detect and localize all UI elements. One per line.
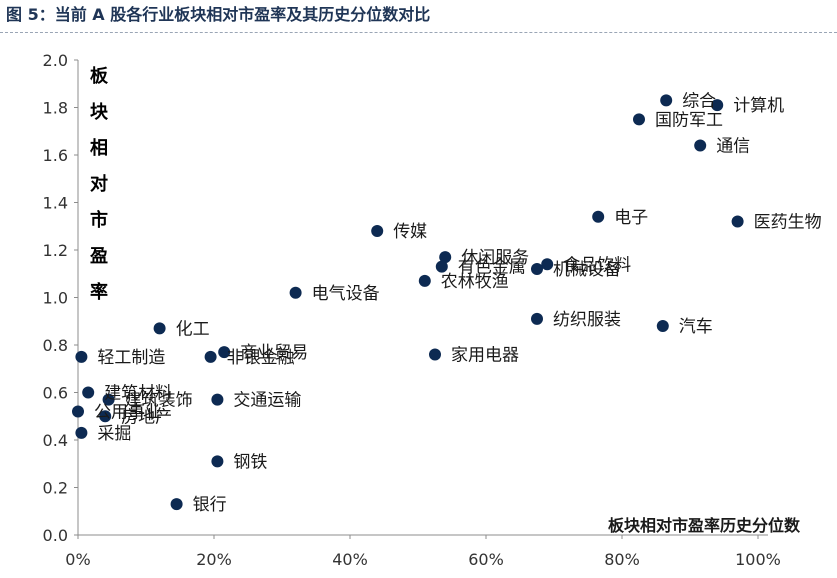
y-axis-label-text: 板块相对市盈率: [89, 65, 109, 303]
point-label: 传媒: [393, 222, 427, 242]
data-point: [72, 405, 84, 418]
data-point: [204, 350, 217, 363]
data-point: [170, 498, 183, 511]
y-tick-label: 0.0: [43, 526, 68, 545]
point-label: 有色金属: [458, 258, 526, 278]
data-point: [102, 393, 115, 406]
point-label: 公用事业: [94, 403, 162, 423]
point-label: 家用电器: [451, 346, 519, 366]
data-point: [541, 258, 554, 271]
y-tick-label: 1.8: [43, 99, 68, 118]
point-label: 电气设备: [312, 284, 380, 304]
x-tick-label: 0%: [65, 550, 90, 569]
point-label: 通信: [716, 137, 750, 157]
data-point: [656, 320, 669, 332]
data-point: [429, 348, 441, 361]
axes: 0.0 0.2 0.4 0.6 0.8 1.0 1.2 1.4 1.6 1.8 2.0 0% 20% 40…: [43, 51, 781, 569]
data-point: [531, 263, 543, 275]
point-label: 建筑材料: [104, 384, 172, 404]
point-label: 建筑装饰: [125, 391, 193, 411]
y-tick-label: 0.2: [43, 479, 68, 498]
point-label: 综合: [682, 91, 716, 111]
point-label: 化工: [176, 319, 210, 339]
data-point: [439, 251, 452, 264]
point-label: 房地产: [121, 407, 172, 427]
y-tick-label: 0.4: [43, 431, 68, 450]
chart-title: 图 5：当前 A 股各行业板块相对市盈率及其历史分位数对比: [6, 5, 431, 24]
point-label: 医药生物: [754, 213, 822, 233]
data-point: [633, 113, 645, 126]
x-tick-label: 60%: [468, 550, 504, 569]
data-point: [289, 286, 302, 299]
data-point: [371, 225, 384, 237]
data-points: [72, 94, 744, 511]
point-label: 纺织服装: [553, 310, 621, 330]
point-label: 非银金融: [227, 348, 295, 368]
y-tick-label: 1.4: [43, 194, 68, 213]
data-point: [592, 210, 605, 223]
point-label: 汽车: [679, 317, 713, 337]
data-point: [531, 312, 543, 325]
point-label: 食品饮料: [563, 255, 631, 275]
data-point: [711, 99, 724, 112]
data-point: [82, 386, 95, 399]
data-point: [731, 215, 744, 228]
y-tick-label: 1.0: [43, 289, 68, 308]
data-point: [75, 426, 88, 439]
point-label: 交通运输: [233, 391, 301, 411]
data-point: [694, 139, 707, 152]
point-label: 商业贸易: [240, 343, 308, 363]
y-tick-label: 1.2: [43, 241, 68, 260]
y-tick-label: 2.0: [43, 51, 68, 70]
x-tick-label: 80%: [604, 550, 640, 569]
data-point: [75, 350, 88, 363]
y-axis-label: 板块相对市盈率: [89, 65, 109, 303]
data-point: [211, 393, 224, 406]
x-tick-label: 40%: [332, 550, 368, 569]
point-label: 电子: [614, 208, 648, 228]
data-point: [435, 260, 448, 273]
point-label: 银行: [193, 495, 227, 515]
point-label: 轻工制造: [97, 348, 165, 368]
point-label: 国防军工: [655, 110, 723, 130]
data-point: [99, 410, 112, 423]
y-tick-label: 0.8: [43, 336, 68, 355]
x-tick-label: 20%: [196, 550, 232, 569]
y-tick-label: 0.6: [43, 384, 68, 403]
data-point: [418, 274, 431, 287]
data-point: [660, 94, 673, 107]
point-label: 农林牧渔: [441, 272, 509, 292]
x-tick-label: 100%: [735, 550, 781, 569]
x-axis-label: 板块相对市盈率历史分位数: [608, 516, 801, 535]
point-label: 钢铁: [233, 452, 267, 472]
data-point: [211, 455, 224, 468]
point-label: 采掘: [97, 424, 131, 444]
point-label: 休闲服务: [461, 248, 529, 268]
y-tick-label: 1.6: [43, 146, 68, 165]
data-point: [218, 346, 231, 359]
data-point: [153, 322, 166, 335]
point-label: 机械设备: [553, 260, 621, 280]
title-divider: [0, 32, 837, 33]
point-label: 计算机: [733, 96, 784, 116]
